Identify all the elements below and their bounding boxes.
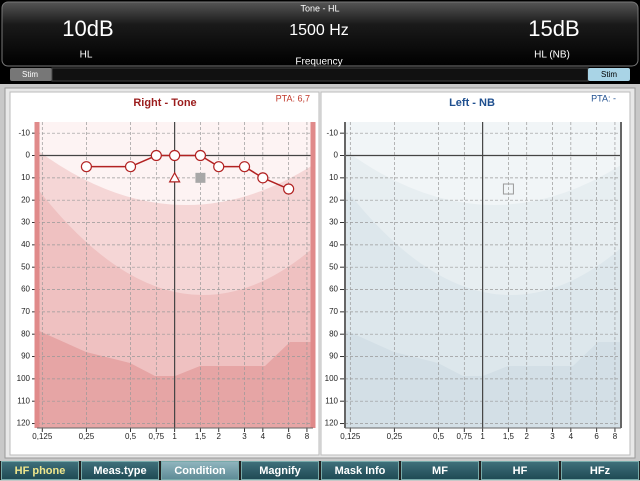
stim-bar xyxy=(51,67,589,82)
softkey[interactable]: MF xyxy=(401,461,479,480)
x-tick-label: 0,25 xyxy=(79,432,95,441)
right-unit: HL (NB) xyxy=(534,50,570,61)
softkey[interactable]: Mask Info xyxy=(321,461,399,480)
softkey[interactable]: Meas.type xyxy=(81,461,159,480)
x-tick-label: 0,75 xyxy=(149,432,165,441)
y-tick-label: 80 xyxy=(21,329,30,338)
y-tick-label: -10 xyxy=(18,128,30,137)
x-tick-label: 6 xyxy=(594,432,599,441)
y-tick-label: 40 xyxy=(329,240,338,249)
pta: PTA: - xyxy=(591,93,616,103)
x-tick-label: 2 xyxy=(524,432,529,441)
left-unit: HL xyxy=(80,50,93,61)
x-tick-label: 0,5 xyxy=(125,432,137,441)
y-tick-label: 50 xyxy=(21,262,30,271)
y-tick-label: 60 xyxy=(329,285,338,294)
x-tick-label: 4 xyxy=(569,432,574,441)
y-tick-label: 90 xyxy=(21,352,30,361)
softkey[interactable]: Magnify xyxy=(241,461,319,480)
chart-title: Left - NB xyxy=(449,97,495,109)
chart-title: Right - Tone xyxy=(133,97,196,109)
y-tick-label: 10 xyxy=(21,173,30,182)
x-tick-label: 0,125 xyxy=(340,432,361,441)
y-tick-label: 50 xyxy=(329,262,338,271)
x-tick-label: 2 xyxy=(216,432,221,441)
point-circle xyxy=(238,161,251,173)
point-square xyxy=(502,183,514,195)
frequency: 1500 Hz xyxy=(289,22,349,39)
point-circle xyxy=(213,161,225,173)
left-level: 10dB xyxy=(62,16,113,41)
point-circle xyxy=(124,161,137,173)
y-tick-label: 100 xyxy=(325,374,339,383)
pta: PTA: 6,7 xyxy=(276,93,310,103)
x-tick-label: 0,125 xyxy=(32,432,53,441)
y-tick-label: 20 xyxy=(329,195,338,204)
point-square xyxy=(195,172,206,183)
point-circle xyxy=(169,149,181,162)
x-tick-label: 1 xyxy=(172,432,177,441)
y-tick-label: -10 xyxy=(326,128,338,137)
y-tick-label: 0 xyxy=(334,151,339,160)
point-circle xyxy=(283,183,295,195)
point-circle xyxy=(150,149,162,162)
y-tick-label: 110 xyxy=(17,396,30,405)
softkey[interactable]: HF phone xyxy=(1,461,79,480)
x-tick-label: 8 xyxy=(305,432,310,441)
stim-left-label: Stim xyxy=(22,70,38,79)
x-tick-label: 0,5 xyxy=(433,432,445,441)
y-tick-label: 110 xyxy=(325,396,338,405)
y-tick-label: 10 xyxy=(329,173,338,182)
softkey[interactable]: HFz xyxy=(561,461,639,480)
stim-left[interactable] xyxy=(10,68,52,81)
point-circle xyxy=(194,149,207,162)
x-tick-label: 3 xyxy=(550,432,555,441)
right-level: 15dB xyxy=(528,16,579,41)
point-circle xyxy=(80,161,93,173)
y-tick-label: 0 xyxy=(26,151,31,160)
y-tick-label: 120 xyxy=(17,419,31,428)
x-tick-label: 1,5 xyxy=(503,432,515,441)
x-tick-label: 0,25 xyxy=(387,432,403,441)
y-tick-label: 120 xyxy=(325,419,339,428)
y-tick-label: 30 xyxy=(21,218,30,227)
softkey[interactable]: Condition xyxy=(161,461,239,480)
x-tick-label: 3 xyxy=(242,432,247,441)
stim-right-label: Stim xyxy=(601,70,617,79)
y-tick-label: 40 xyxy=(21,240,30,249)
stim-right[interactable] xyxy=(588,68,630,81)
y-tick-label: 70 xyxy=(21,307,30,316)
x-tick-label: 0,75 xyxy=(457,432,473,441)
x-tick-label: 6 xyxy=(286,432,291,441)
y-tick-label: 100 xyxy=(17,374,31,383)
point-circle xyxy=(257,172,269,184)
y-tick-label: 70 xyxy=(329,307,338,316)
point-triangle xyxy=(168,171,181,183)
y-tick-label: 30 xyxy=(329,218,338,227)
y-tick-label: 20 xyxy=(21,195,30,204)
y-tick-label: 90 xyxy=(329,352,338,361)
button-bar: HF phone Meas.type Condition Magnify Mask In… xyxy=(0,461,640,480)
frequency-label: Frequency xyxy=(295,57,342,68)
x-tick-label: 4 xyxy=(261,432,266,441)
y-tick-label: 80 xyxy=(329,329,338,338)
x-tick-label: 1 xyxy=(480,432,485,441)
audiometer: Tone - HL 10dB HL 1500 Hz Frequency 15dB… xyxy=(0,0,640,459)
x-tick-label: 1,5 xyxy=(195,432,207,441)
x-tick-label: 8 xyxy=(613,432,618,441)
y-tick-label: 60 xyxy=(21,285,30,294)
header-panel xyxy=(1,1,639,67)
softkey[interactable]: HF xyxy=(481,461,559,480)
header-title: Tone - HL xyxy=(300,3,339,13)
